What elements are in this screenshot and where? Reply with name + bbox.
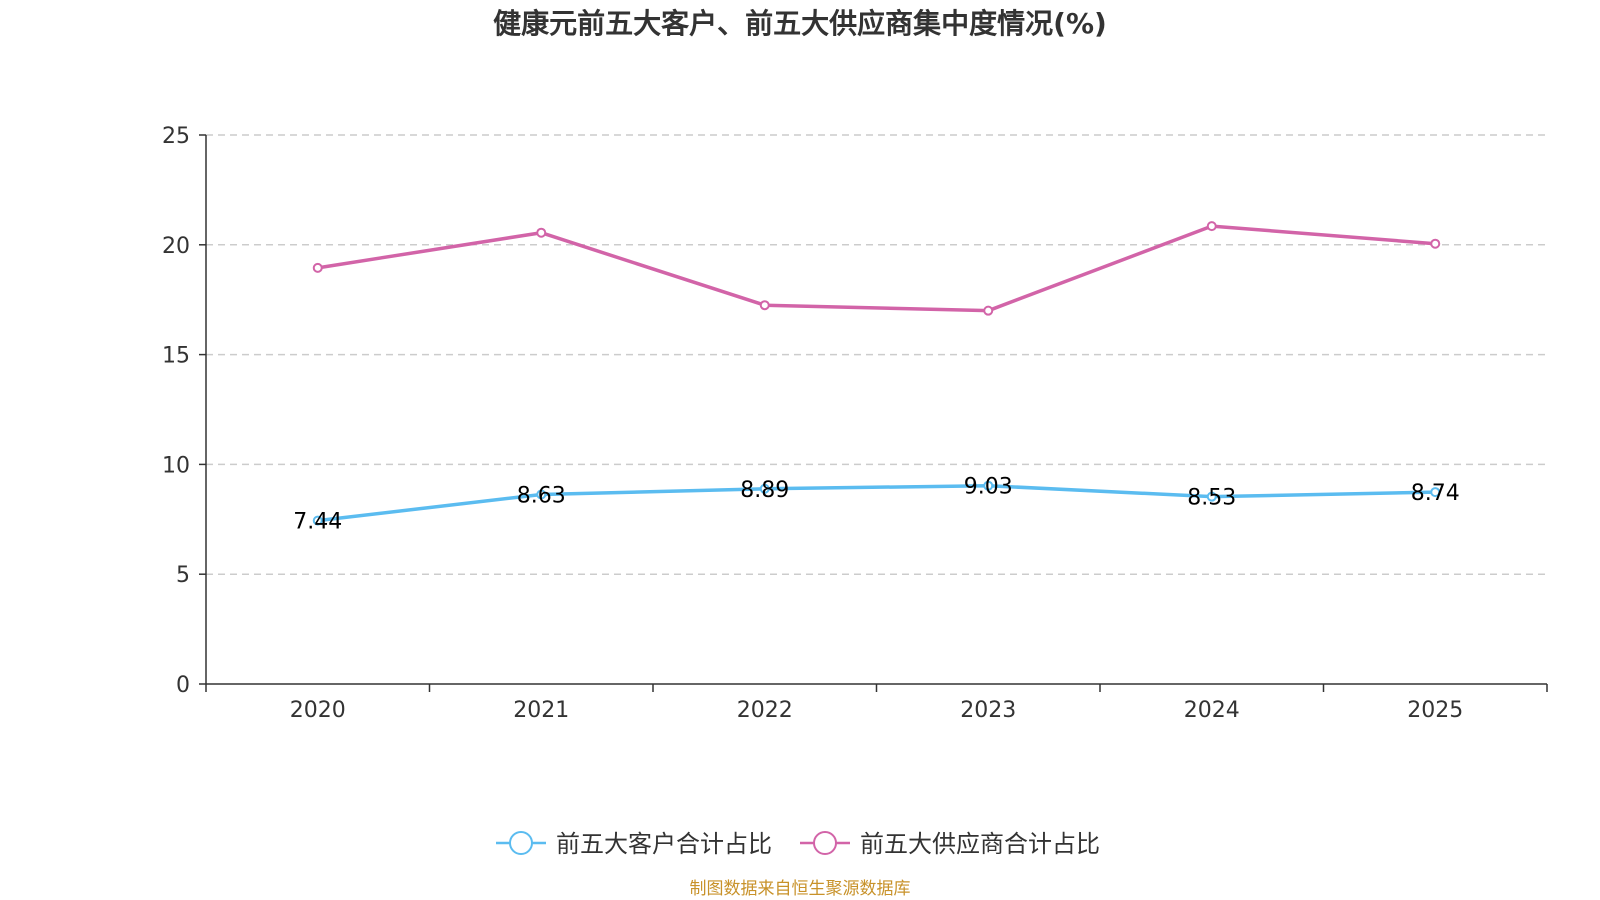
series <box>312 221 1441 526</box>
grid-lines <box>206 134 1547 575</box>
data-point[interactable] <box>536 489 547 500</box>
x-tick-label: 2025 <box>1407 698 1463 723</box>
data-point[interactable] <box>1430 487 1441 498</box>
series-line-0 <box>317 483 1436 523</box>
legend[interactable]: 前五大客户合计占比 前五大供应商合计占比 <box>496 830 1100 858</box>
data-label: 8.63 <box>517 483 566 508</box>
data-labels: 7.44 8.63 8.89 9.03 8.53 8.74 <box>293 475 1459 535</box>
legend-item-1[interactable]: 前五大供应商合计占比 <box>800 830 1100 858</box>
y-tick-label: 15 <box>162 344 190 369</box>
chart-title: 健康元前五大客户、前五大供应商集中度情况(%) <box>493 7 1107 40</box>
data-label: 7.44 <box>293 510 342 535</box>
y-tick-label: 5 <box>176 563 190 588</box>
data-label: 9.03 <box>964 475 1013 500</box>
y-tick-label: 0 <box>176 673 190 698</box>
data-label: 8.89 <box>740 478 789 503</box>
data-point[interactable] <box>1206 221 1217 232</box>
legend-item-0[interactable]: 前五大客户合计占比 <box>496 830 772 858</box>
series-line-1 <box>317 224 1436 313</box>
y-tick-label: 10 <box>162 453 190 478</box>
data-point[interactable] <box>312 262 323 273</box>
x-tick-label: 2021 <box>513 698 569 723</box>
data-point[interactable] <box>1206 491 1217 502</box>
data-point[interactable] <box>312 515 323 526</box>
y-tick-label: 20 <box>162 234 190 259</box>
data-point[interactable] <box>1430 238 1441 249</box>
legend-label: 前五大供应商合计占比 <box>860 830 1100 858</box>
legend-label: 前五大客户合计占比 <box>556 830 772 858</box>
data-point[interactable] <box>759 300 770 311</box>
data-label: 8.74 <box>1411 481 1460 506</box>
legend-marker <box>813 831 837 855</box>
data-point[interactable] <box>983 305 994 316</box>
data-point[interactable] <box>536 227 547 238</box>
x-tick-label: 2023 <box>960 698 1016 723</box>
legend-marker <box>509 831 533 855</box>
data-point[interactable] <box>983 480 994 491</box>
x-tick-label: 2024 <box>1184 698 1240 723</box>
data-point[interactable] <box>759 483 770 494</box>
source-note: 制图数据来自恒生聚源数据库 <box>690 879 911 899</box>
x-tick-label: 2020 <box>290 698 346 723</box>
y-tick-label: 25 <box>162 124 190 149</box>
data-label: 8.53 <box>1187 486 1236 511</box>
x-tick-label: 2022 <box>737 698 793 723</box>
